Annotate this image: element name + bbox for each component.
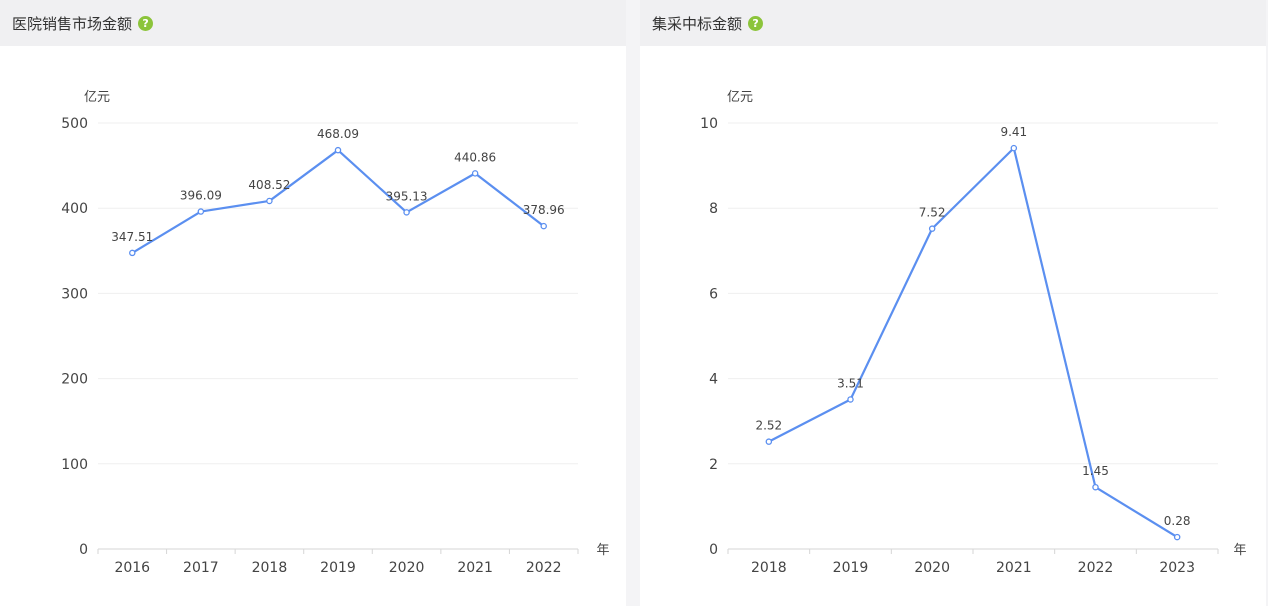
- data-label: 1.45: [1082, 464, 1109, 478]
- x-tick-label: 2016: [114, 560, 150, 576]
- data-point: [403, 209, 410, 216]
- x-tick-label: 2021: [457, 560, 493, 576]
- sales-market-panel: 医院销售市场金额 ? 亿元 0 100 200 300 400 500 2016 2017 201…: [0, 0, 626, 606]
- data-label: 3.51: [837, 376, 864, 390]
- x-tick-label: 2020: [389, 560, 425, 576]
- y-tick-label: 200: [61, 372, 88, 388]
- y-tick-label: 8: [709, 201, 718, 217]
- data-label: 396.09: [180, 189, 222, 203]
- data-point: [847, 396, 854, 403]
- data-label: 9.41: [1000, 125, 1027, 139]
- data-label: 7.52: [919, 206, 946, 220]
- procurement-bid-panel: 集采中标金额 ? 亿元 0 2 4 6 8 10 2018 2019 2020 2021 2022 20…: [640, 0, 1266, 606]
- data-point: [928, 225, 936, 232]
- question-circle-icon[interactable]: ?: [138, 15, 154, 31]
- y-tick-label: 400: [61, 201, 88, 217]
- y-tick-label: 10: [700, 116, 718, 132]
- x-tick-label: 2018: [252, 560, 288, 576]
- data-point: [129, 249, 136, 257]
- data-point: [1010, 144, 1018, 152]
- data-label: 408.52: [248, 178, 290, 192]
- data-label: 347.51: [111, 230, 153, 244]
- data-point: [197, 208, 205, 215]
- y-tick-label: 0: [79, 542, 88, 558]
- data-label: 0.28: [1164, 514, 1191, 528]
- y-tick-label: 300: [61, 286, 88, 302]
- data-point: [334, 146, 342, 154]
- panel-header: 医院销售市场金额 ?: [0, 0, 626, 46]
- x-tick-label: 2019: [833, 560, 869, 576]
- x-tick-label: 2017: [183, 560, 219, 576]
- data-label: 395.13: [386, 189, 428, 203]
- y-tick-label: 6: [709, 286, 718, 302]
- data-label: 378.96: [523, 203, 565, 217]
- question-circle-icon[interactable]: ?: [748, 15, 764, 31]
- y-tick-label: 100: [61, 457, 88, 473]
- data-point: [765, 438, 773, 445]
- panel-title: 医院销售市场金额: [12, 14, 133, 33]
- panel-header: 集采中标金额 ?: [640, 0, 1266, 46]
- series-line: [768, 147, 1178, 539]
- x-axis-unit-label: 年: [596, 543, 609, 558]
- x-tick-label: 2018: [751, 560, 787, 576]
- x-tick-label: 2021: [996, 560, 1032, 576]
- data-label: 440.86: [454, 150, 496, 164]
- y-tick-label: 0: [709, 542, 718, 558]
- data-point: [1173, 533, 1181, 541]
- y-tick-label: 500: [61, 116, 88, 132]
- sales-market-line-chart: 亿元 0 100 200 300 400 500 2016 2017 2018 2019 2020 20…: [61, 90, 609, 576]
- y-tick-label: 4: [709, 372, 718, 388]
- data-point: [266, 197, 273, 205]
- data-label: 468.09: [317, 127, 359, 141]
- y-axis-unit-label: 亿元: [84, 90, 110, 105]
- panel-title: 集采中标金额: [652, 14, 743, 33]
- data-label: 2.52: [755, 419, 782, 433]
- x-tick-label: 2023: [1159, 560, 1195, 576]
- x-axis-unit-label: 年: [1233, 543, 1246, 558]
- data-point: [471, 170, 479, 177]
- x-tick-label: 2020: [914, 560, 950, 576]
- x-tick-label: 2019: [320, 560, 356, 576]
- x-tick-label: 2022: [1078, 560, 1114, 576]
- procurement-bid-line-chart: 亿元 0 2 4 6 8 10 2018 2019 2020 2021 2022 2023 年 2.52 3.…: [700, 90, 1246, 576]
- x-tick-label: 2022: [526, 560, 562, 576]
- data-point: [1092, 483, 1099, 491]
- data-point: [540, 222, 547, 230]
- y-axis-unit-label: 亿元: [727, 90, 753, 105]
- y-tick-label: 2: [709, 457, 718, 473]
